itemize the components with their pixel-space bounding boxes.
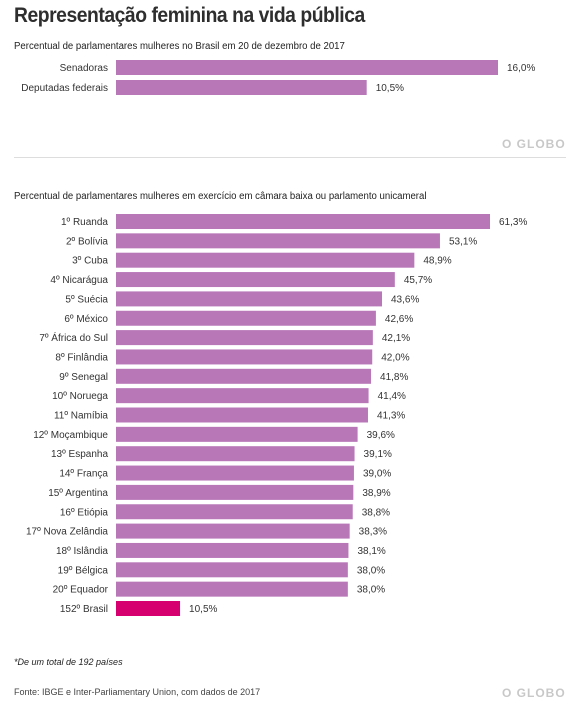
world-bar-chart: 1º Ruanda 61,3% 2º Bolívia 53,1% 3º Cuba 48,9…: [26, 214, 527, 616]
bar: [116, 233, 440, 249]
category-label: 6º México: [64, 314, 108, 325]
bar: [116, 330, 373, 346]
bar: [116, 272, 395, 288]
brazil-bar-chart: Senadoras 16,0% Deputadas federais 10,5%: [21, 60, 535, 95]
footnote: *De um total de 192 países: [14, 657, 123, 667]
category-label: 3º Cuba: [72, 256, 108, 267]
value-label: 39,0%: [363, 469, 391, 480]
value-label: 48,9%: [423, 256, 451, 267]
source-note: Fonte: IBGE e Inter-Parliamentary Union,…: [14, 687, 261, 697]
bar: [116, 407, 368, 423]
value-label: 38,1%: [357, 546, 385, 557]
value-label: 10,5%: [189, 604, 217, 615]
value-label: 38,0%: [357, 585, 385, 596]
bar: [116, 214, 490, 229]
category-label: 152º Brasil: [60, 604, 108, 615]
value-label: 38,9%: [362, 488, 390, 499]
value-label: 45,7%: [404, 275, 432, 286]
chart-title: Representação feminina na vida pública: [14, 4, 365, 27]
bar: [116, 504, 353, 520]
bar: [116, 581, 348, 597]
category-label: 2º Bolívia: [66, 236, 108, 247]
bar: [116, 291, 383, 307]
category-label: 13º Espanha: [51, 449, 108, 460]
bar: [116, 60, 498, 75]
value-label: 39,6%: [367, 430, 395, 441]
category-label: 4º Nicarágua: [50, 275, 108, 286]
category-label: 20º Equador: [53, 585, 109, 596]
bar: [116, 368, 372, 384]
category-label: 7º África do Sul: [39, 331, 108, 344]
value-label: 42,0%: [381, 352, 409, 363]
bar: [116, 349, 373, 365]
value-label: 38,0%: [357, 565, 385, 576]
category-label: Senadoras: [60, 63, 108, 74]
world-chart-subtitle: Percentual de parlamentares mulheres em …: [14, 191, 427, 202]
brazil-chart-subtitle: Percentual de parlamentares mulheres no …: [14, 41, 345, 52]
value-label: 42,6%: [385, 314, 413, 325]
bar: [116, 542, 349, 558]
bar: [116, 484, 354, 500]
value-label: 41,8%: [380, 372, 408, 383]
value-label: 43,6%: [391, 294, 419, 305]
category-label: 11º Namíbia: [54, 411, 108, 422]
category-label: 14º França: [59, 469, 108, 480]
category-label: 12º Moçambique: [33, 430, 108, 441]
bar: [116, 562, 348, 578]
value-label: 38,8%: [362, 507, 390, 518]
category-label: 19º Bélgica: [58, 565, 109, 576]
bar: [116, 388, 369, 404]
value-label: 41,3%: [377, 411, 405, 422]
category-label: 15º Argentina: [48, 488, 108, 499]
bar: [116, 446, 355, 462]
o-globo-logo-footer: O GLOBO: [502, 686, 566, 700]
category-label: 5º Suécia: [65, 294, 108, 305]
value-label: 53,1%: [449, 236, 477, 247]
value-label: 10,5%: [376, 83, 404, 94]
bar: [116, 80, 367, 95]
category-label: 9º Senegal: [59, 372, 108, 383]
section-divider: [14, 157, 566, 158]
o-globo-logo: O GLOBO: [502, 137, 566, 151]
value-label: 41,4%: [378, 391, 406, 402]
value-label: 38,3%: [359, 527, 387, 538]
value-label: 42,1%: [382, 333, 410, 344]
category-label: 8º Finlândia: [55, 352, 108, 363]
category-label: 10º Noruega: [52, 391, 108, 402]
value-label: 16,0%: [507, 63, 535, 74]
category-label: 18º Islândia: [56, 546, 108, 557]
bar: [116, 310, 376, 326]
bar: [116, 465, 354, 481]
value-label: 61,3%: [499, 217, 527, 228]
category-label: Deputadas federais: [21, 83, 108, 94]
bar: [116, 426, 358, 442]
category-label: 17º Nova Zelândia: [26, 527, 108, 538]
bar: [116, 252, 415, 268]
bar-highlight: [116, 601, 181, 616]
category-label: 16º Etiópia: [60, 507, 109, 518]
bar: [116, 523, 350, 539]
value-label: 39,1%: [364, 449, 392, 460]
category-label: 1º Ruanda: [61, 217, 108, 228]
